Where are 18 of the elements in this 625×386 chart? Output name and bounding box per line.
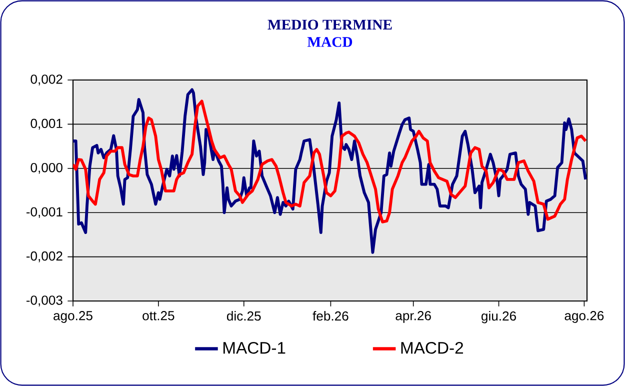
line-series — [73, 88, 588, 254]
x-tick-label: ago.26 — [564, 311, 604, 323]
x-tick-label: apr.26 — [396, 311, 431, 323]
y-tick-label: -0,001 — [26, 207, 62, 218]
y-tick-label: 0,001 — [30, 118, 62, 130]
chart-subtitle: MACD — [307, 37, 352, 47]
x-tick-label: dic.25 — [226, 311, 261, 321]
legend-label: MACD-1 — [223, 342, 286, 354]
x-tick-label: ott.25 — [142, 311, 174, 320]
chart-title: MEDIO TERMINE — [268, 20, 392, 30]
x-tick-label: ago.25 — [54, 311, 92, 323]
legend-label: MACD-2 — [401, 342, 464, 354]
x-tick-label: giu.26 — [482, 311, 516, 324]
y-tick-label: 0,000 — [30, 163, 62, 174]
x-tick-label: feb.26 — [312, 311, 348, 321]
y-tick-label: 0,002 — [30, 74, 62, 86]
y-tick-label: -0,003 — [26, 296, 62, 306]
y-tick-label: -0,002 — [26, 251, 62, 262]
